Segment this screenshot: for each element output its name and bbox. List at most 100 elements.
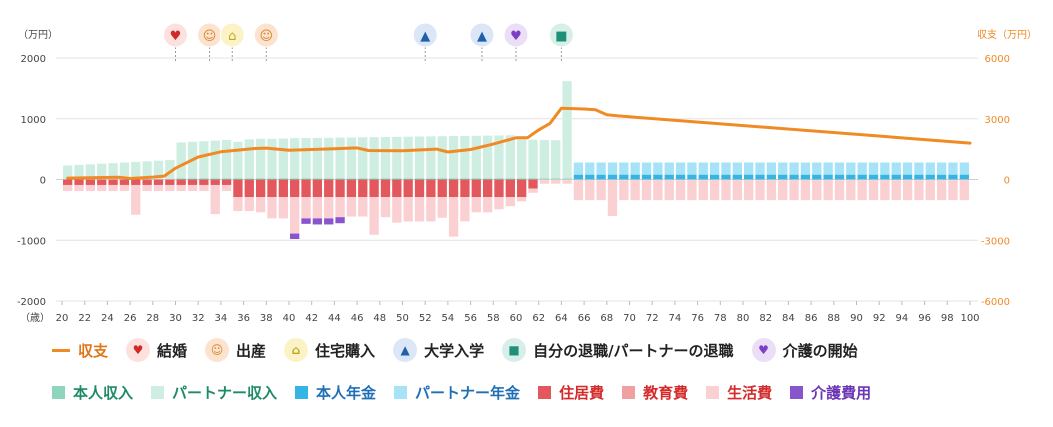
bar-パートナー収入 <box>551 140 561 179</box>
bar-住居費 <box>494 179 504 198</box>
y-right-tick-label: -6000 <box>981 297 1010 308</box>
bar-住居費 <box>267 179 277 198</box>
bar-パートナー年金 <box>687 162 697 175</box>
bar-生活費 <box>596 179 606 201</box>
legend-item[interactable]: ⌂ 住宅購入 <box>284 338 375 362</box>
bar-住居費 <box>414 179 425 198</box>
bar-生活費 <box>494 197 504 210</box>
bar-パートナー年金 <box>948 162 958 175</box>
bar-生活費 <box>346 197 357 217</box>
bar-パートナー年金 <box>675 162 686 175</box>
bar-本人年金 <box>573 174 584 180</box>
x-tick-label: 38 <box>260 313 273 324</box>
bar-本人年金 <box>902 174 913 180</box>
x-tick-label: 74 <box>669 313 682 324</box>
x-tick-label: 94 <box>896 313 909 324</box>
legend-item[interactable]: パートナー収入 <box>151 382 277 403</box>
bar-本人収入 <box>358 178 368 180</box>
legend-item[interactable]: パートナー年金 <box>394 382 520 403</box>
bar-生活費 <box>880 179 890 201</box>
bar-パートナー収入 <box>210 140 220 179</box>
bar-生活費 <box>414 197 425 222</box>
bar-生活費 <box>948 179 958 201</box>
bar-パートナー収入 <box>528 139 538 179</box>
bar-パートナー年金 <box>891 162 901 175</box>
legend-item[interactable]: ■ 自分の退職/パートナーの退職 <box>502 338 734 362</box>
bar-生活費 <box>358 197 368 217</box>
bar-住居費 <box>131 179 141 185</box>
x-tick-label: 30 <box>169 313 182 324</box>
legend-item[interactable]: 収支 <box>52 340 108 361</box>
bar-生活費 <box>199 184 209 192</box>
graduation-cap-icon: ▲ <box>393 338 418 362</box>
bar-生活費 <box>664 179 674 201</box>
bar-パートナー収入 <box>380 136 391 179</box>
x-tick-label: 76 <box>691 313 704 324</box>
legend-label: 出産 <box>236 341 267 360</box>
bar-パートナー年金 <box>846 162 856 175</box>
x-tick-label: 72 <box>646 313 659 324</box>
bar-生活費 <box>959 179 969 201</box>
bar-生活費 <box>619 179 629 201</box>
bar-本人年金 <box>891 174 901 180</box>
graduation-cap-icon: ▲ <box>477 29 487 44</box>
y-left-tick-label: -2000 <box>17 297 46 308</box>
bar-生活費 <box>755 179 765 201</box>
bar-パートナー年金 <box>868 162 879 175</box>
bar-住居費 <box>517 179 527 198</box>
event-marker-graduation-cap-icon[interactable]: ▲ <box>469 22 495 48</box>
x-tick-label: 20 <box>56 313 69 324</box>
color-swatch <box>151 386 165 399</box>
bar-住居費 <box>63 179 73 185</box>
event-marker-baby-icon[interactable]: ☺ <box>197 22 223 48</box>
event-marker-graduation-cap-icon[interactable]: ▲ <box>412 22 438 48</box>
legend-item[interactable]: ♥ 介護の開始 <box>751 338 858 362</box>
x-tick-label: 34 <box>215 313 228 324</box>
x-tick-label: 44 <box>328 313 341 324</box>
event-marker-heart-icon[interactable]: ♥ <box>163 22 188 48</box>
bar-生活費 <box>778 179 788 201</box>
legend-item[interactable]: ▲ 大学入学 <box>393 338 484 362</box>
bar-パートナー収入 <box>108 163 118 180</box>
bar-本人年金 <box>880 174 890 180</box>
bar-本人収入 <box>335 178 345 180</box>
event-marker-house-icon[interactable]: ⌂ <box>219 22 245 48</box>
bar-本人収入 <box>448 178 459 180</box>
bar-本人年金 <box>766 174 777 180</box>
legend-item[interactable]: ♥ 結婚 <box>126 338 187 362</box>
bar-住居費 <box>210 179 220 185</box>
bar-生活費 <box>868 179 879 201</box>
bar-住居費 <box>448 179 459 198</box>
bar-パートナー収入 <box>221 140 232 179</box>
bar-パートナー年金 <box>800 162 811 175</box>
x-tick-label: 26 <box>124 313 137 324</box>
color-swatch <box>790 386 804 399</box>
bar-パートナー年金 <box>664 162 674 175</box>
bar-住居費 <box>312 179 323 198</box>
event-marker-briefcase-icon[interactable]: ■ <box>548 22 574 48</box>
legend-label: 介護費用 <box>811 384 872 402</box>
bar-本人年金 <box>744 174 754 180</box>
bar-本人年金 <box>630 174 640 180</box>
bar-本人年金 <box>959 174 969 180</box>
legend-item[interactable]: 住居費 <box>538 382 604 403</box>
legend-item[interactable]: 本人収入 <box>52 382 133 403</box>
bar-介護費用 <box>290 233 300 240</box>
event-marker-baby-icon[interactable]: ☺ <box>253 22 279 48</box>
legend-item[interactable]: 介護費用 <box>790 382 871 403</box>
legend-item[interactable]: ☺ 出産 <box>205 338 266 362</box>
x-tick-label: 60 <box>510 313 523 324</box>
event-marker-care-hand-icon[interactable]: ♥ <box>503 22 529 48</box>
color-swatch <box>394 386 408 399</box>
bar-生活費 <box>573 179 584 201</box>
color-swatch <box>706 386 720 399</box>
bar-パートナー年金 <box>721 162 731 175</box>
legend-item[interactable]: 教育費 <box>622 382 688 403</box>
legend-item[interactable]: 本人年金 <box>295 382 376 403</box>
bar-パートナー年金 <box>619 162 629 175</box>
bar-本人収入 <box>482 178 493 180</box>
legend-item[interactable]: 生活費 <box>706 382 772 403</box>
bar-住居費 <box>482 179 493 198</box>
bar-住居費 <box>97 179 107 185</box>
